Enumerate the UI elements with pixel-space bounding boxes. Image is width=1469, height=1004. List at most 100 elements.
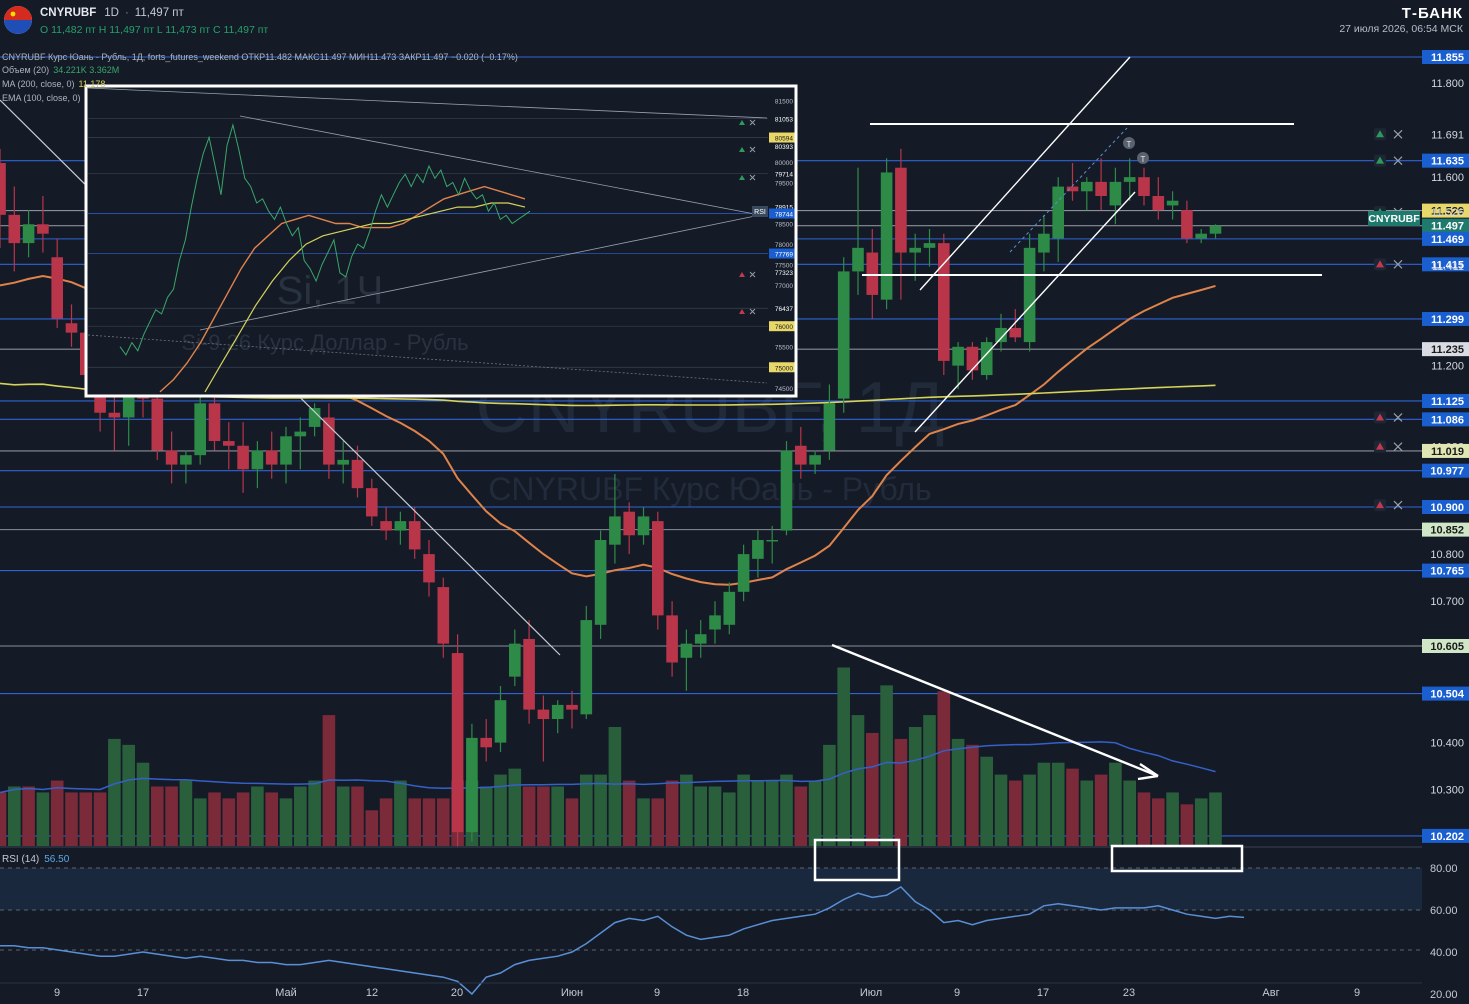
- candle-body: [837, 271, 850, 399]
- price-axis-tag: 11.497: [1431, 221, 1464, 233]
- candle-body: [895, 167, 907, 253]
- time-axis-tick: 9: [654, 987, 660, 999]
- inset-price-line: [119, 123, 531, 356]
- close-icon[interactable]: [1393, 259, 1403, 269]
- candle-body: [966, 346, 979, 371]
- volume-bar: [179, 780, 193, 846]
- volume-bar: [394, 780, 407, 846]
- volume-bar: [193, 798, 207, 846]
- close-icon[interactable]: [1393, 413, 1403, 422]
- rsi-panel: RSI (14) 56.50: [0, 838, 1422, 996]
- volume-bar: [379, 798, 393, 846]
- volume-bar: [279, 798, 293, 846]
- legend-ma-value: 11.178: [79, 79, 106, 89]
- candle-body: [51, 257, 63, 319]
- inset-axis-tick: 75000: [775, 365, 793, 372]
- candle-body: [194, 403, 206, 456]
- channel-marker[interactable]: [1123, 137, 1135, 149]
- legend-ema[interactable]: EMA (100, close, 0): [2, 93, 81, 103]
- inset-close-icon[interactable]: [749, 308, 756, 315]
- inset-close-icon[interactable]: [749, 119, 756, 126]
- volume-bar: [1023, 774, 1036, 846]
- volume-bar: [1109, 762, 1122, 846]
- volume-bar: [622, 780, 636, 846]
- inset-rsi-tag: RSI: [754, 209, 766, 216]
- candle-body: [652, 521, 664, 616]
- volume-bar: [537, 786, 550, 846]
- candle-body: [766, 539, 778, 542]
- inset-grid: [88, 118, 768, 368]
- inset-watermark-subtitle: Si-9.26 Курс Доллар - Рубль: [181, 330, 468, 355]
- legend-ma[interactable]: MA (200, close, 0) 11.178: [2, 79, 105, 89]
- candle-body: [22, 224, 35, 244]
- volume-bar: [866, 732, 879, 846]
- inset-close-icon[interactable]: [749, 174, 756, 181]
- volume-bar: [1094, 774, 1108, 846]
- volume-bar: [522, 786, 536, 846]
- channel-marker[interactable]: [1137, 152, 1149, 164]
- price-axis-tag: 11.235: [1431, 344, 1464, 356]
- candle-body: [852, 247, 864, 272]
- candle-body: [1009, 327, 1022, 338]
- inset-triangle-lower: [199, 214, 761, 331]
- inset-rsi-badge: [752, 206, 768, 217]
- volume-bar: [1209, 792, 1222, 846]
- time-axis-tick: 12: [366, 987, 378, 999]
- legend-volume[interactable]: Объем (20) 34.221K 3.362M: [2, 65, 119, 75]
- bell-icon: [1376, 501, 1384, 509]
- volume-arrow-line[interactable]: [831, 643, 1159, 778]
- volume-bar: [580, 774, 593, 846]
- inset-axis-tick: 81500: [775, 98, 793, 105]
- close-icon[interactable]: [1393, 129, 1403, 139]
- volume-bar: [708, 786, 722, 846]
- time-axis-tick: 23: [1123, 987, 1135, 999]
- volume-bar: [565, 798, 579, 846]
- close-icon[interactable]: [1393, 156, 1403, 166]
- price-axis-tag: 10.800: [1430, 549, 1464, 561]
- volume-bar: [937, 691, 951, 846]
- inset-close-icon[interactable]: [749, 271, 756, 278]
- volume-bar: [694, 786, 707, 846]
- inset-axis-tick: 79714: [775, 172, 793, 179]
- candle-body: [337, 459, 349, 465]
- close-icon[interactable]: [1393, 442, 1403, 452]
- close-icon[interactable]: [1393, 500, 1403, 510]
- volume-bar: [422, 798, 436, 846]
- candle-body: [680, 643, 693, 658]
- channel-mid-line[interactable]: [1009, 127, 1128, 253]
- volume-bar: [437, 798, 450, 846]
- volume-bar: [479, 786, 493, 846]
- legend-main[interactable]: CNYRUBF Курс Юань - Рубль, 1Д, forts_fut…: [2, 52, 518, 62]
- rsi-value: 56.50: [44, 854, 69, 865]
- candle-body: [351, 459, 364, 489]
- volume-bar: [808, 780, 822, 846]
- channel-upper-line[interactable]: [919, 56, 1131, 291]
- channel-lower-line[interactable]: [914, 191, 1136, 433]
- inset-axis-badge: [769, 208, 795, 219]
- rsi-target-box[interactable]: [1110, 844, 1244, 873]
- arrow-head-icon: [1137, 763, 1159, 781]
- price-axis-tag: 11.635: [1431, 156, 1464, 168]
- inset-close-icon[interactable]: [749, 146, 756, 153]
- time-axis-tick: Май: [275, 987, 297, 999]
- candle-body: [394, 521, 407, 531]
- price-axis-badge: [1422, 639, 1469, 653]
- candle-body: [1095, 181, 1107, 197]
- rsi-band: [0, 868, 1422, 910]
- candle-body: [909, 247, 921, 253]
- time-axis[interactable]: 9 17 Май 12 20 Июн 9 18 Июл 9 17 23 Авг 9: [54, 987, 1360, 999]
- inset-chart[interactable]: Si, 1Ч Si-9.26 Курс Доллар - Рубль 81500…: [84, 84, 798, 398]
- symbol-title[interactable]: CNYRUBF 1D · 11,497 пт: [40, 7, 185, 19]
- volume-bar: [351, 786, 364, 846]
- flag-ru-half: [4, 20, 32, 34]
- inset-axis-tick: 77769: [775, 252, 793, 259]
- rsi-axis-tick: 40.00: [1430, 947, 1458, 959]
- candle-body: [437, 587, 450, 644]
- price-axis-tag: 11.086: [1431, 414, 1464, 426]
- rsi-highlight-box[interactable]: [813, 838, 901, 882]
- volume-bar: [308, 780, 321, 846]
- candle-body: [323, 417, 335, 465]
- watermark-sub: CNYRUBF Курс Юань - Рубль: [488, 471, 931, 507]
- timestamp: 27 июля 2026, 06:54 МСК: [1339, 23, 1464, 35]
